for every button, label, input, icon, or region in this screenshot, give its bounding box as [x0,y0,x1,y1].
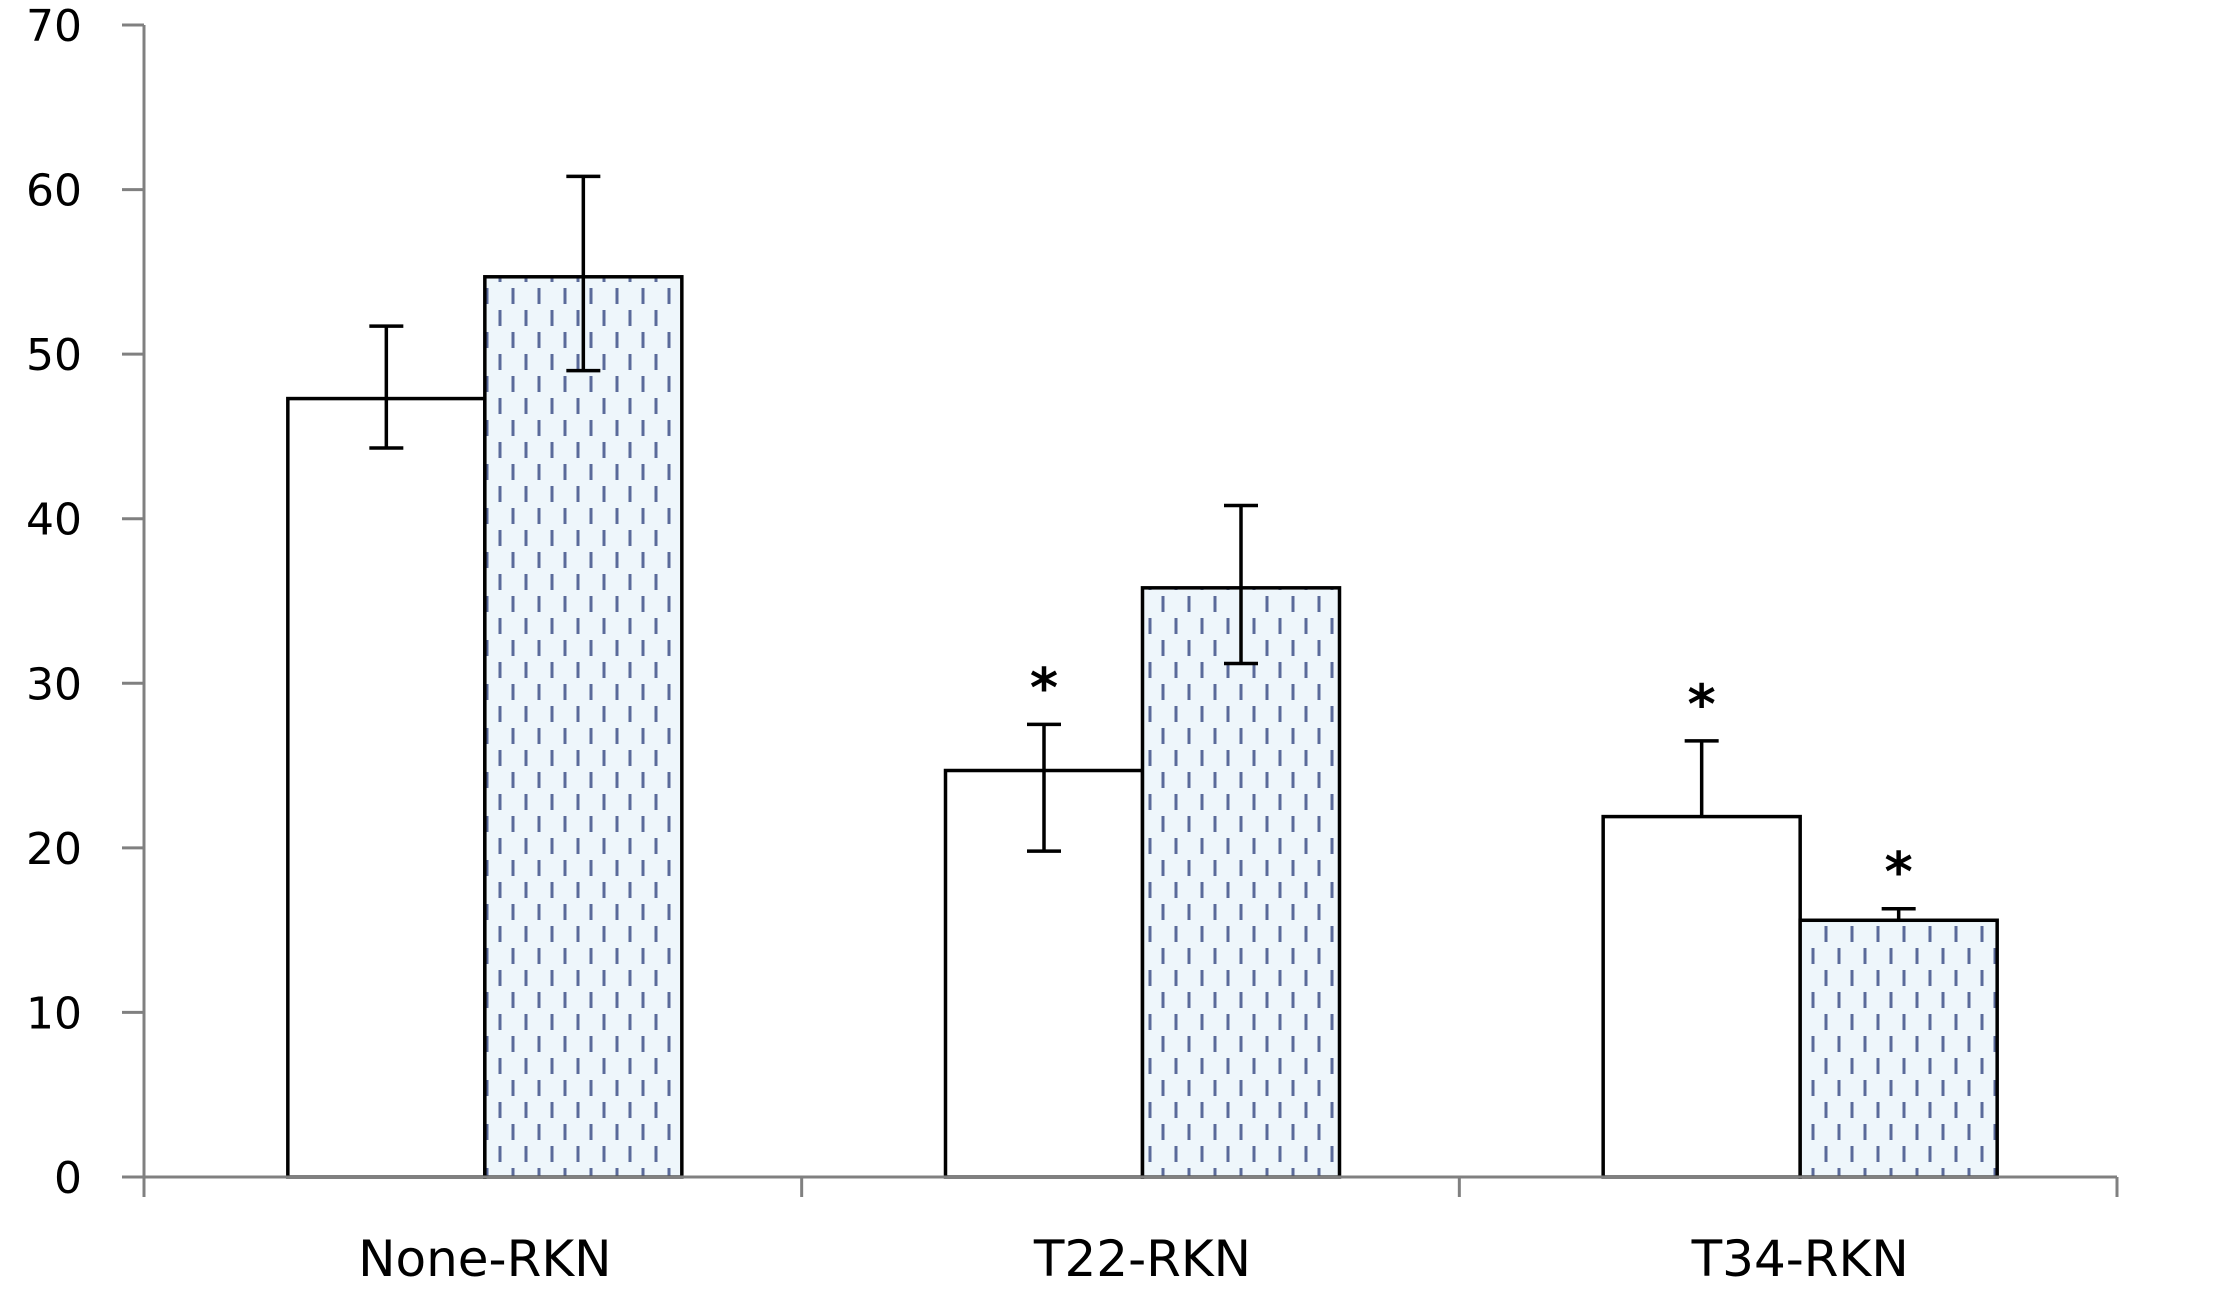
bar-patterned [1798,918,1999,1179]
axes [122,25,2119,1197]
y-tick-label: 70 [26,1,82,52]
bar-patterned [1140,586,1342,1179]
x-category-label: None-RKN [358,1230,611,1288]
y-axis-ticks: 0 10 20 30 40 50 60 70 [26,1,144,1204]
significance-marker: * [1885,841,1913,904]
significance-marker: * [1030,656,1058,719]
bars: * * * [286,174,1999,1179]
x-category-label: T34-RKN [1691,1230,1909,1288]
bar-patterned [483,275,684,1179]
x-category-label: T22-RKN [1033,1230,1251,1288]
y-tick-label: 40 [26,495,82,546]
y-tick-label: 0 [54,1153,82,1204]
x-axis-labels: None-RKN T22-RKN T34-RKN [358,1230,1909,1288]
bar-white [286,396,487,1179]
y-tick-label: 60 [26,166,82,217]
y-tick-label: 20 [26,824,82,875]
significance-marker: * [1688,673,1716,736]
y-tick-label: 10 [26,988,82,1039]
y-tick-label: 30 [26,659,82,710]
y-tick-label: 50 [26,330,82,381]
bar-white [1601,814,1802,1179]
